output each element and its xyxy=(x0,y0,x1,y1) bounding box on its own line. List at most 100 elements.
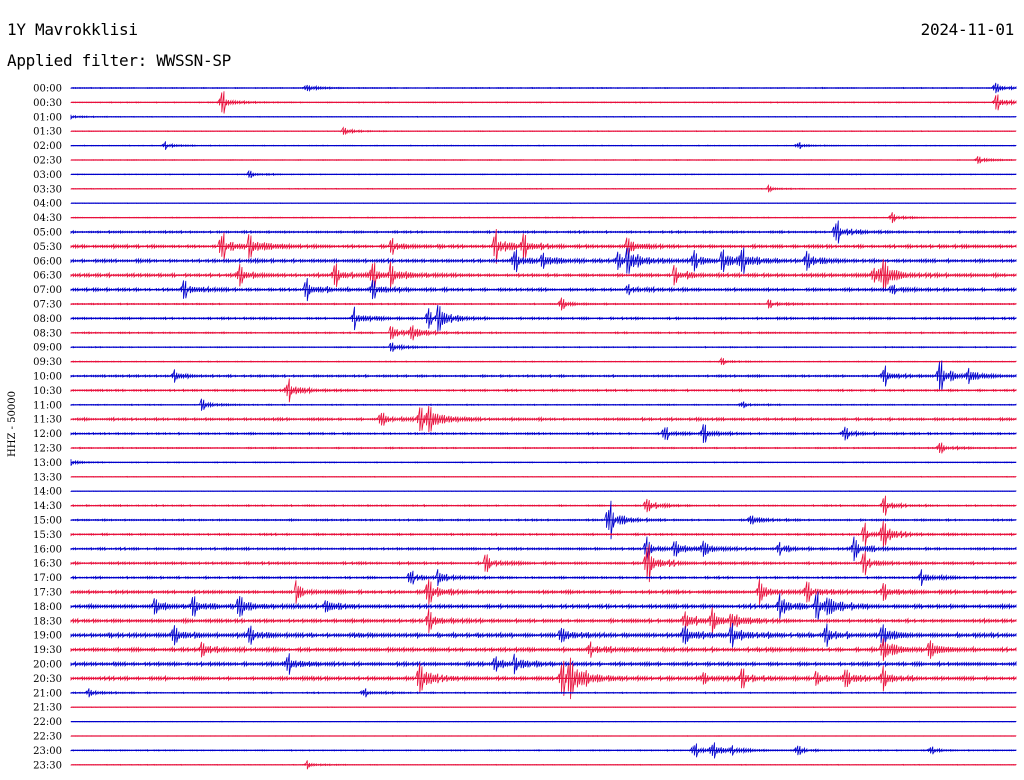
time-tick-label: 01:30 xyxy=(33,127,62,138)
time-tick-label: 11:00 xyxy=(33,400,62,411)
seismic-trace xyxy=(70,495,1017,516)
seismic-trace xyxy=(70,183,1017,193)
seismic-trace xyxy=(70,622,1017,648)
time-tick-label: 08:00 xyxy=(33,314,62,325)
time-tick-label: 20:00 xyxy=(33,660,62,671)
time-tick-label: 02:00 xyxy=(33,141,62,152)
time-tick-label: 00:30 xyxy=(33,98,62,109)
time-tick-label: 04:00 xyxy=(33,199,62,210)
time-tick-label: 07:30 xyxy=(33,300,62,311)
time-tick-label: 06:30 xyxy=(33,271,62,282)
seismic-trace xyxy=(70,405,1017,433)
seismic-trace xyxy=(70,156,1017,164)
channel-label: HHZ - 50000 xyxy=(7,391,18,457)
time-tick-label: 22:00 xyxy=(33,717,62,728)
time-tick-label: 09:30 xyxy=(33,357,62,368)
seismic-trace xyxy=(70,657,1017,700)
date-label: 2024-11-01 xyxy=(920,20,1015,39)
time-tick-label: 21:30 xyxy=(33,703,62,714)
seismic-trace xyxy=(70,378,1017,403)
seismic-trace xyxy=(70,247,1017,275)
time-tick-label: 23:00 xyxy=(33,746,62,757)
seismic-trace xyxy=(70,357,1017,366)
seismic-trace xyxy=(70,706,1017,709)
seismic-trace xyxy=(70,297,1017,311)
time-tick-label: 05:00 xyxy=(33,228,62,239)
time-tick-label: 06:00 xyxy=(33,256,62,267)
seismic-trace xyxy=(70,578,1017,606)
seismic-trace xyxy=(70,544,1017,583)
seismic-trace xyxy=(70,500,1017,540)
time-tick-label: 10:30 xyxy=(33,386,62,397)
seismic-trace xyxy=(70,82,1017,94)
seismic-trace xyxy=(70,653,1017,675)
seismic-trace xyxy=(70,591,1017,622)
time-tick-label: 05:30 xyxy=(33,242,62,253)
time-tick-label: 14:30 xyxy=(33,501,62,512)
time-tick-label: 13:30 xyxy=(33,472,62,483)
time-tick-label: 08:30 xyxy=(33,328,62,339)
time-tick-label: 03:30 xyxy=(33,184,62,195)
time-tick-label: 12:00 xyxy=(33,429,62,440)
time-tick-label: 11:30 xyxy=(33,415,62,426)
seismic-trace xyxy=(70,442,1017,454)
seismic-trace xyxy=(70,398,1017,411)
seismic-trace xyxy=(70,638,1017,662)
seismic-trace xyxy=(70,202,1017,205)
seismic-trace xyxy=(70,536,1017,562)
seismic-trace xyxy=(70,520,1017,548)
time-tick-label: 16:30 xyxy=(33,559,62,570)
time-tick-label: 17:30 xyxy=(33,588,62,599)
time-tick-label: 21:00 xyxy=(33,688,62,699)
seismic-trace xyxy=(70,720,1017,723)
seismic-trace xyxy=(70,169,1017,179)
time-tick-label: 20:30 xyxy=(33,674,62,685)
seismic-trace xyxy=(70,742,1017,759)
time-tick-label: 02:30 xyxy=(33,156,62,167)
seismic-trace xyxy=(70,220,1017,244)
time-tick-label: 09:00 xyxy=(33,343,62,354)
seismic-trace xyxy=(70,278,1017,302)
seismic-trace xyxy=(70,228,1017,264)
time-tick-label: 07:00 xyxy=(33,285,62,296)
seismic-trace xyxy=(70,114,1017,121)
time-tick-label: 19:30 xyxy=(33,645,62,656)
time-tick-label: 15:00 xyxy=(33,516,62,527)
time-tick-label: 01:00 xyxy=(33,112,62,123)
time-tick-label: 23:30 xyxy=(33,760,62,771)
seismic-trace xyxy=(70,91,1017,114)
time-tick-label: 10:00 xyxy=(33,372,62,383)
seismic-trace xyxy=(70,258,1017,292)
time-tick-label: 15:30 xyxy=(33,530,62,541)
seismic-trace xyxy=(70,360,1017,392)
time-tick-label: 19:00 xyxy=(33,631,62,642)
seismic-trace xyxy=(70,607,1017,635)
seismic-trace xyxy=(70,342,1017,352)
seismic-trace xyxy=(70,126,1017,135)
seismic-trace xyxy=(70,325,1017,341)
time-tick-label: 16:00 xyxy=(33,544,62,555)
time-tick-label: 14:00 xyxy=(33,487,62,498)
seismic-trace xyxy=(70,459,1017,466)
time-tick-label: 03:00 xyxy=(33,170,62,181)
time-tick-label: 13:00 xyxy=(33,458,62,469)
seismic-trace xyxy=(70,304,1017,332)
seismic-trace xyxy=(70,141,1017,150)
time-tick-label: 17:00 xyxy=(33,573,62,584)
time-tick-label: 22:30 xyxy=(33,732,62,743)
seismic-trace xyxy=(70,688,1017,698)
station-title: 1Y Mavrokklisi xyxy=(7,20,138,39)
time-tick-label: 18:00 xyxy=(33,602,62,613)
time-tick-label: 18:30 xyxy=(33,616,62,627)
seismic-trace xyxy=(70,490,1017,492)
time-tick-label: 12:30 xyxy=(33,444,62,455)
time-tick-label: 04:30 xyxy=(33,213,62,224)
seismic-trace xyxy=(70,212,1017,224)
time-tick-label: 00:00 xyxy=(33,84,62,95)
filter-label: Applied filter: WWSSN-SP xyxy=(7,51,231,70)
seismic-trace xyxy=(70,760,1017,770)
seismic-trace xyxy=(70,424,1017,444)
seismic-trace xyxy=(70,735,1017,737)
